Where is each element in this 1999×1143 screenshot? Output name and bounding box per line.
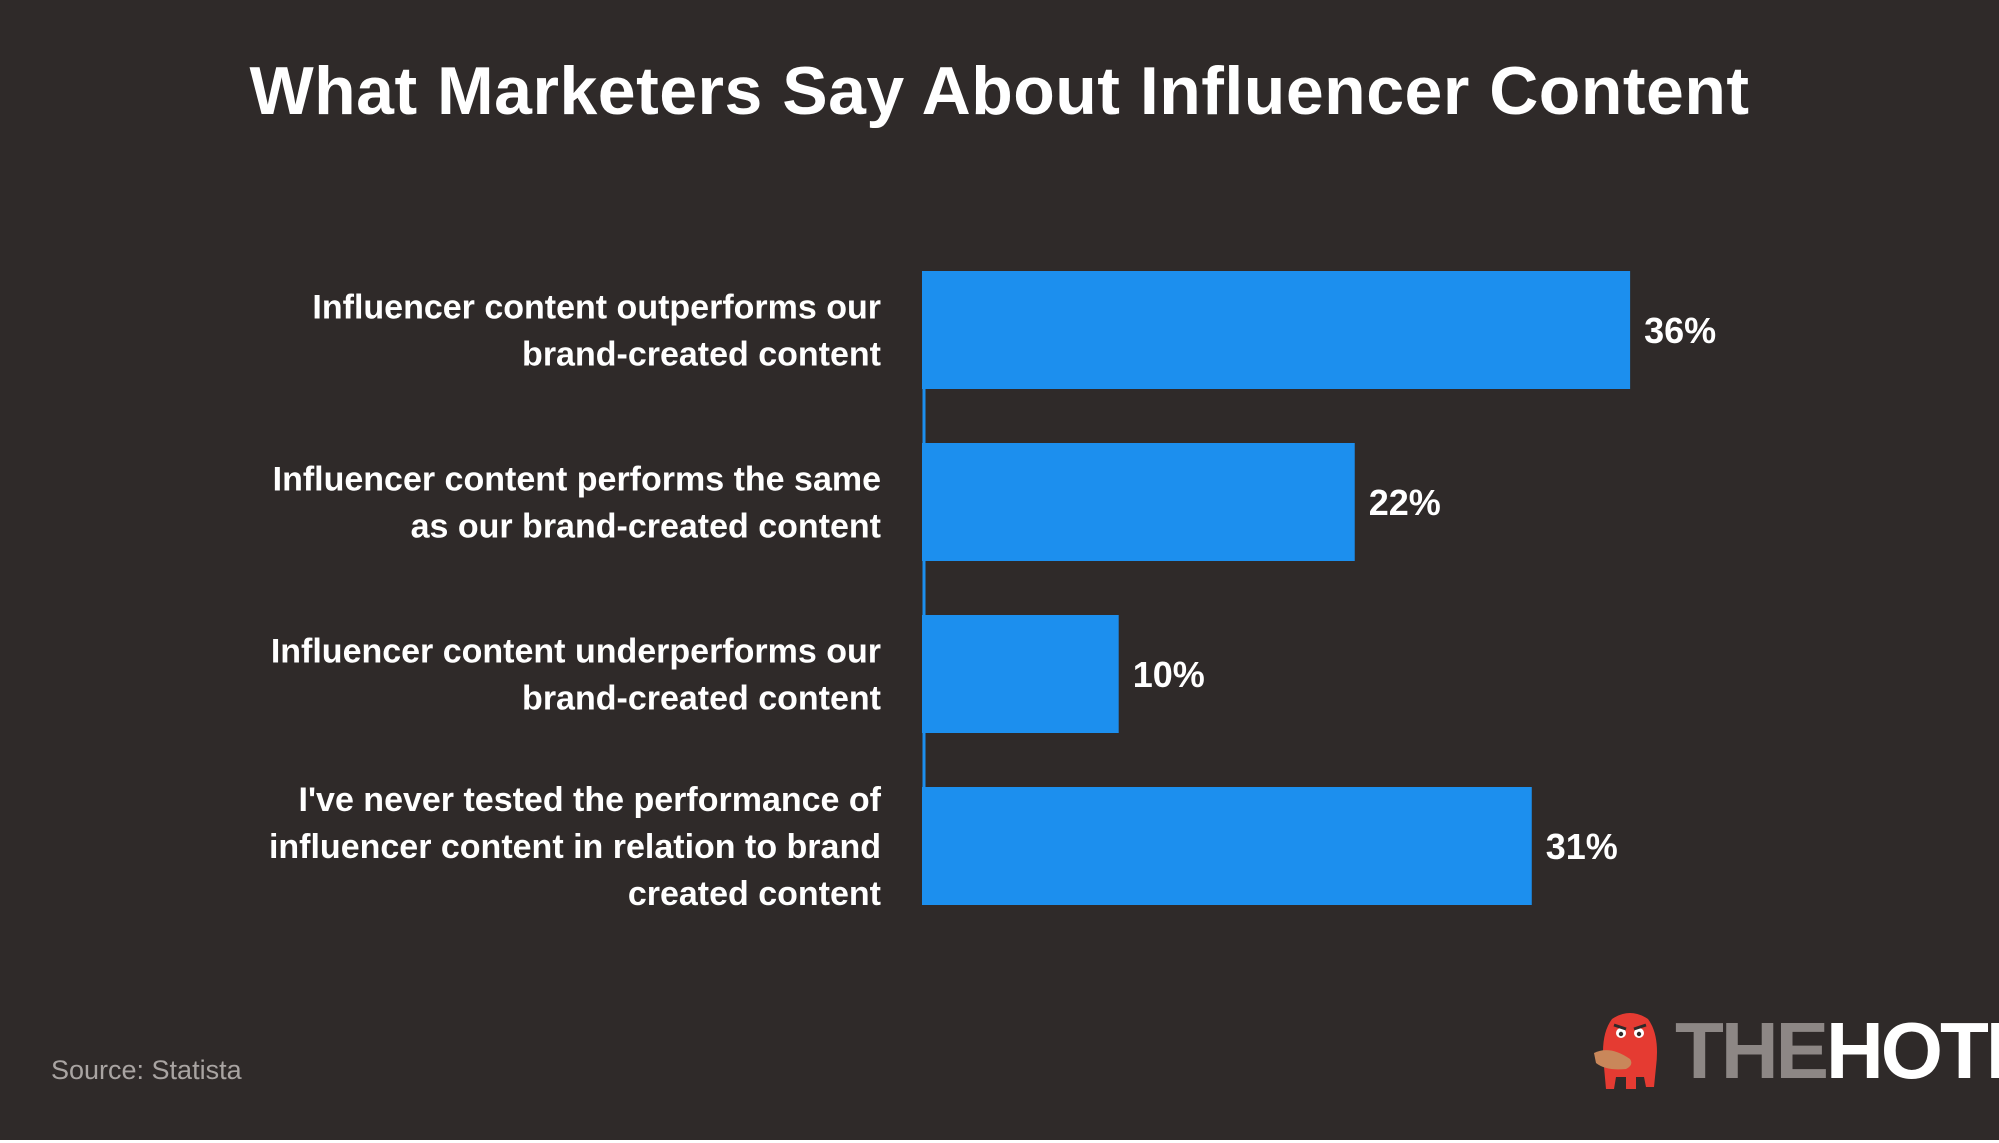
- category-label-line: Influencer content performs the same: [273, 461, 881, 499]
- category-label-line: brand-created content: [522, 336, 881, 374]
- logo-word-hoth: HOTH: [1826, 1006, 1999, 1095]
- bar-4: [922, 787, 1532, 905]
- category-label-4: I've never tested the performance of infl…: [269, 781, 882, 913]
- category-label-line: Influencer content outperforms our: [312, 289, 881, 327]
- category-label-line: as our brand-created content: [411, 508, 881, 546]
- category-label-line: influencer content in relation to brand: [269, 828, 881, 866]
- category-label-line: I've never tested the performance of: [299, 781, 882, 819]
- logo-wordmark: THEHOTH: [1675, 1011, 1999, 1091]
- bar-3: [922, 615, 1119, 733]
- category-label-2: Influencer content performs the same as o…: [273, 461, 881, 546]
- value-label-1: 36%: [1644, 310, 1716, 351]
- category-label-3: Influencer content underperforms our bran…: [271, 633, 881, 718]
- category-label-line: Influencer content underperforms our: [271, 633, 881, 671]
- category-label-line: brand-created content: [522, 680, 881, 718]
- category-label-1: Influencer content outperforms our brand-…: [312, 289, 881, 374]
- chart-title: What Marketers Say About Influencer Cont…: [249, 53, 1750, 129]
- value-label-4: 31%: [1546, 826, 1618, 867]
- value-label-2: 22%: [1369, 482, 1441, 523]
- logo-word-the: THE: [1675, 1006, 1829, 1095]
- bar-1: [922, 271, 1631, 389]
- source-note: Source: Statista: [51, 1055, 242, 1085]
- bar-2: [922, 443, 1355, 561]
- value-label-3: 10%: [1133, 654, 1205, 695]
- red-monster-mascot-icon: [1594, 1013, 1657, 1089]
- category-label-line: created content: [628, 875, 881, 913]
- brand-logo: THEHOTH: [1590, 1005, 1999, 1115]
